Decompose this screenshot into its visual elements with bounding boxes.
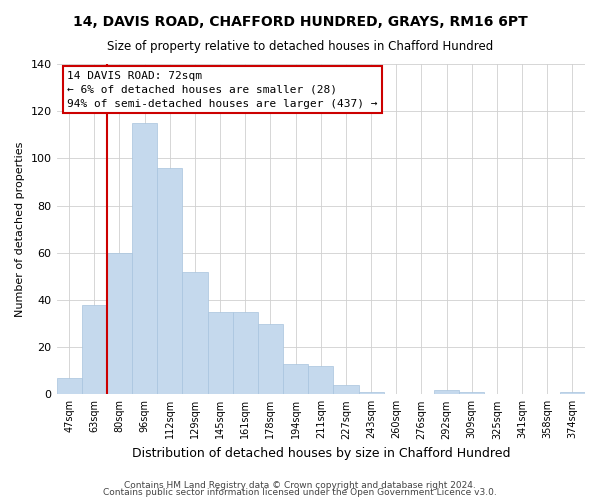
- Text: Size of property relative to detached houses in Chafford Hundred: Size of property relative to detached ho…: [107, 40, 493, 53]
- Bar: [359, 392, 383, 394]
- Bar: [459, 392, 484, 394]
- Bar: [56, 378, 82, 394]
- Y-axis label: Number of detached properties: Number of detached properties: [15, 142, 25, 317]
- Text: Contains public sector information licensed under the Open Government Licence v3: Contains public sector information licen…: [103, 488, 497, 497]
- Text: 14, DAVIS ROAD, CHAFFORD HUNDRED, GRAYS, RM16 6PT: 14, DAVIS ROAD, CHAFFORD HUNDRED, GRAYS,…: [73, 15, 527, 29]
- Bar: [107, 252, 132, 394]
- Bar: [157, 168, 182, 394]
- Text: 14 DAVIS ROAD: 72sqm
← 6% of detached houses are smaller (28)
94% of semi-detach: 14 DAVIS ROAD: 72sqm ← 6% of detached ho…: [67, 70, 377, 108]
- Bar: [334, 385, 359, 394]
- Bar: [132, 123, 157, 394]
- Bar: [182, 272, 208, 394]
- Bar: [560, 392, 585, 394]
- X-axis label: Distribution of detached houses by size in Chafford Hundred: Distribution of detached houses by size …: [131, 447, 510, 460]
- Bar: [434, 390, 459, 394]
- Bar: [82, 304, 107, 394]
- Text: Contains HM Land Registry data © Crown copyright and database right 2024.: Contains HM Land Registry data © Crown c…: [124, 480, 476, 490]
- Bar: [308, 366, 334, 394]
- Bar: [208, 312, 233, 394]
- Bar: [283, 364, 308, 394]
- Bar: [258, 324, 283, 394]
- Bar: [233, 312, 258, 394]
